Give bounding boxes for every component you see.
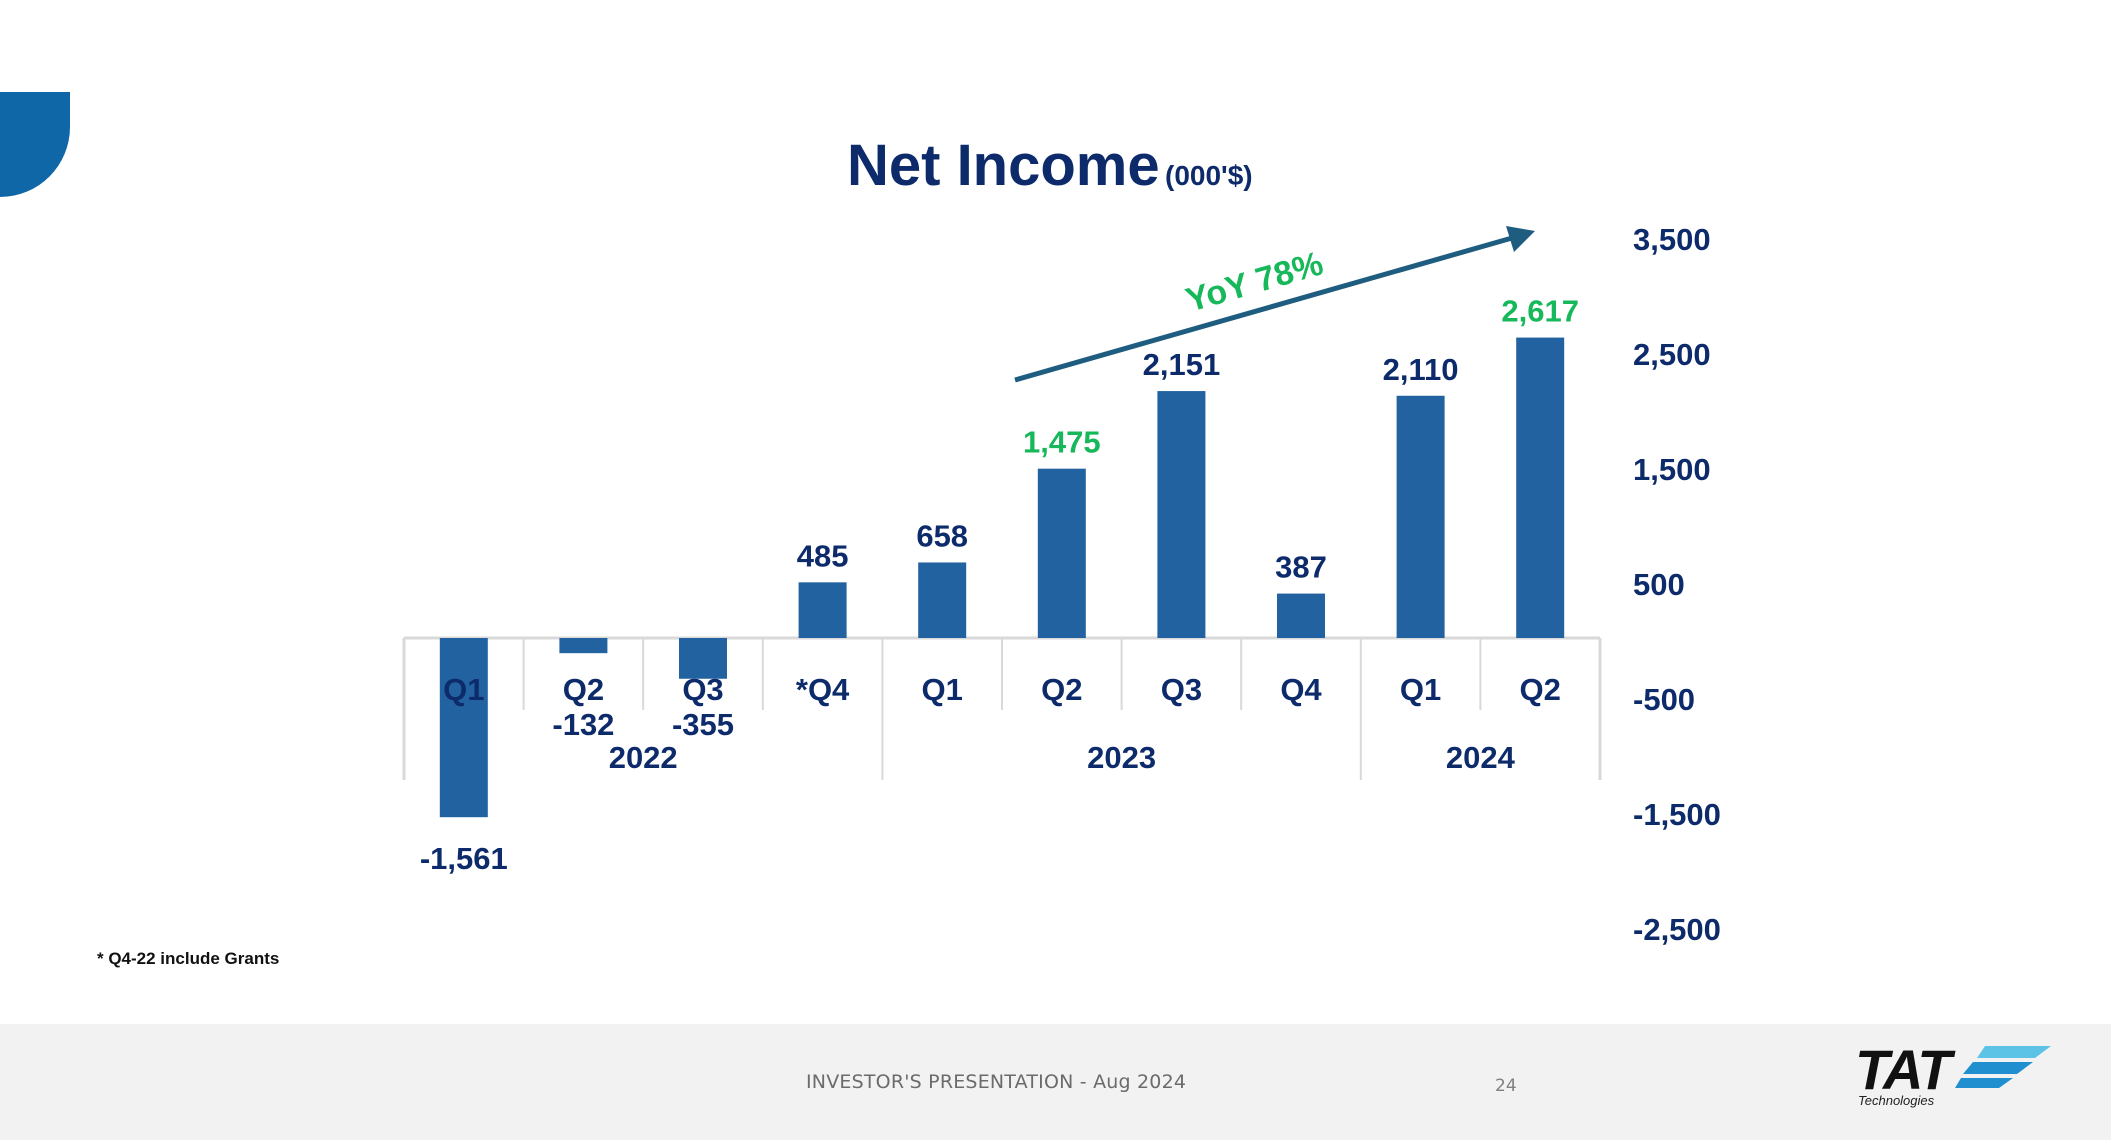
bar xyxy=(798,582,847,638)
bar xyxy=(1157,391,1206,638)
category-label: Q3 xyxy=(682,672,723,707)
footer-text: INVESTOR'S PRESENTATION - Aug 2024 xyxy=(806,1071,1187,1093)
bar xyxy=(1396,395,1445,638)
bar xyxy=(1037,468,1086,638)
data-label: 658 xyxy=(916,518,968,553)
net-income-chart: Net Income (000'$)Q1 Q2 Q3 *Q4 Q1 Q2 Q3 Q4 Q1 Q220… xyxy=(402,133,1721,947)
category-label: Q1 xyxy=(443,672,484,707)
year-label: 2024 xyxy=(1446,740,1516,775)
category-label: Q2 xyxy=(563,672,604,707)
chart-title: Net Income xyxy=(847,133,1160,198)
yoy-annotation: YoY 78% xyxy=(1182,244,1328,319)
logo-swoosh-icon xyxy=(1955,1046,2051,1088)
trend-arrow-line xyxy=(1014,235,1513,383)
bar xyxy=(679,638,727,679)
category-label: Q2 xyxy=(1520,672,1561,707)
logo-subtitle: Technologies xyxy=(1858,1093,1935,1108)
data-label: 485 xyxy=(797,538,849,573)
footer-bar xyxy=(0,1024,2111,1140)
data-label: 387 xyxy=(1275,550,1327,585)
y-tick-label: 500 xyxy=(1633,567,1685,602)
data-label: 2,110 xyxy=(1383,352,1459,387)
category-label: Q1 xyxy=(922,672,963,707)
y-tick-label: 2,500 xyxy=(1633,337,1711,372)
bar xyxy=(559,638,608,654)
trend-arrow-head-icon xyxy=(1506,226,1535,252)
y-tick-label: -2,500 xyxy=(1633,912,1721,947)
footnote: * Q4-22 include Grants xyxy=(97,949,280,968)
data-label: -132 xyxy=(552,707,614,742)
logo-wordmark: TAT xyxy=(1855,1038,1952,1101)
chart-title-unit: (000'$) xyxy=(1165,160,1253,191)
bar xyxy=(918,562,967,638)
data-label: 2,617 xyxy=(1501,294,1579,329)
category-label: Q2 xyxy=(1041,672,1082,707)
category-label: *Q4 xyxy=(796,672,850,707)
bar xyxy=(1516,337,1565,638)
category-label: Q4 xyxy=(1280,672,1322,707)
y-tick-label: 1,500 xyxy=(1633,452,1711,487)
y-tick-label: -1,500 xyxy=(1633,797,1721,832)
y-tick-label: 3,500 xyxy=(1633,222,1711,257)
data-label: 2,151 xyxy=(1143,347,1221,382)
page-number: 24 xyxy=(1495,1076,1517,1096)
year-label: 2023 xyxy=(1087,740,1156,775)
data-label: -1,561 xyxy=(420,841,508,876)
bar xyxy=(1277,593,1325,638)
company-logo: TAT Technologies xyxy=(1855,1040,2055,1112)
data-label: -355 xyxy=(672,707,734,742)
bar xyxy=(439,638,488,818)
category-label: Q1 xyxy=(1400,672,1441,707)
data-label: 1,475 xyxy=(1023,425,1101,460)
category-label: Q3 xyxy=(1161,672,1202,707)
y-tick-label: -500 xyxy=(1633,682,1695,717)
year-label: 2022 xyxy=(609,740,678,775)
